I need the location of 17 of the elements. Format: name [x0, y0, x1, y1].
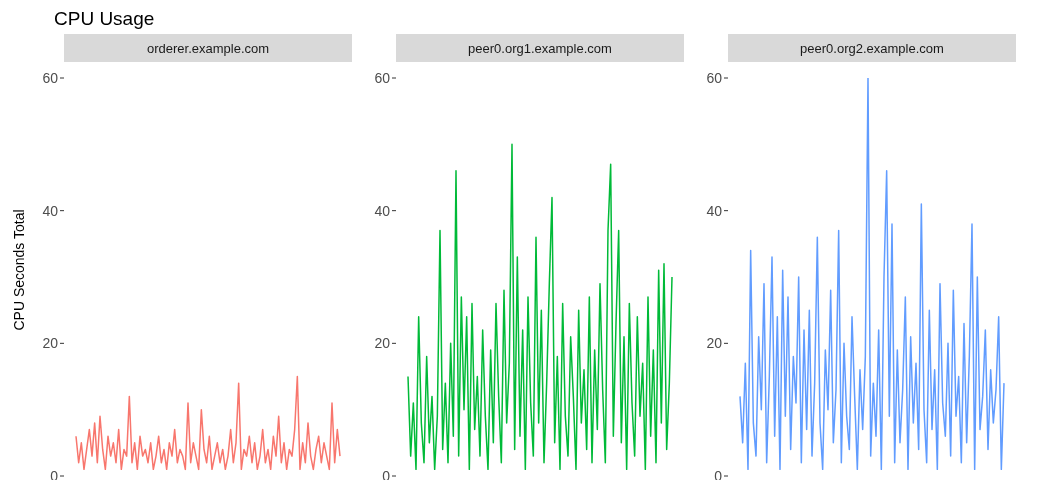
text: orderer.example.com: [64, 34, 352, 62]
y-tick-label: 60: [374, 69, 391, 86]
y-tick-label: 40: [374, 202, 391, 219]
y-tick-label: 20: [706, 335, 723, 352]
y-tick-label: 60: [706, 69, 723, 86]
line-series: [75, 375, 341, 471]
chart-title: CPU Usage: [53, 8, 156, 31]
y-tick-label: 60: [42, 69, 59, 86]
y-axis-title: CPU Seconds Total: [11, 209, 28, 331]
line-series: [739, 78, 1005, 471]
line-series: [407, 143, 673, 471]
y-tick-label: 20: [374, 335, 391, 352]
text: peer0.org1.example.com: [396, 34, 684, 62]
y-tick-label: 20: [42, 335, 59, 352]
text: peer0.org2.example.com: [728, 34, 1016, 62]
y-tick-label: 40: [706, 202, 723, 219]
y-tick-label: 40: [42, 202, 59, 219]
